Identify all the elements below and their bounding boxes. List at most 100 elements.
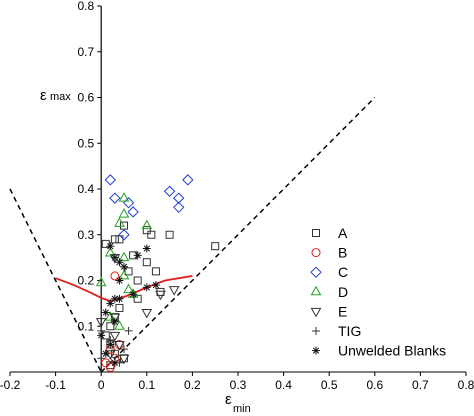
point-e <box>104 350 116 360</box>
y-tick-label: 0.4 <box>78 182 95 196</box>
x-tick-label: -0.2 <box>0 378 21 392</box>
reference-lines <box>9 96 376 373</box>
point-d <box>123 283 134 294</box>
x-tick-label: 0 <box>98 378 105 392</box>
legend-marker-e <box>310 307 322 318</box>
legend-label-tig: TIG <box>338 323 361 339</box>
point-e <box>109 331 121 342</box>
point-b <box>105 362 115 372</box>
point-unwelded-blanks <box>115 276 124 285</box>
point-a <box>151 267 160 276</box>
data-points <box>95 174 220 372</box>
y-tick-label: 0.3 <box>78 228 95 242</box>
x-tick-label: 0.3 <box>230 378 247 392</box>
legend-label-c: C <box>338 264 348 280</box>
point-d <box>118 269 130 280</box>
point-tig <box>120 345 128 354</box>
point-e <box>114 341 125 351</box>
y-tick-label: 0.5 <box>78 136 95 150</box>
point-unwelded-blanks <box>106 242 115 251</box>
x-tick-label: 0.6 <box>366 378 383 392</box>
legend-label-b: B <box>338 245 347 261</box>
point-a <box>106 322 115 331</box>
x-tick-label: 0.8 <box>458 378 474 392</box>
x-tick-label: 0.2 <box>184 378 201 392</box>
point-unwelded-blanks <box>120 262 128 271</box>
x-axis-title: ε <box>225 391 232 408</box>
legend-marker-c <box>310 266 322 278</box>
reference-line <box>100 96 376 373</box>
point-c <box>109 192 121 204</box>
point-e <box>95 318 107 328</box>
point-d <box>118 251 130 262</box>
y-tick-label: 0.1 <box>78 319 95 333</box>
legend-marker-d <box>310 285 322 296</box>
point-a <box>133 276 142 285</box>
point-c <box>163 185 176 197</box>
x-tick-label: 0.7 <box>412 378 429 392</box>
legend-marker-a <box>312 229 320 237</box>
point-c <box>118 229 130 241</box>
point-d <box>118 192 130 202</box>
point-c <box>173 192 185 204</box>
point-a <box>156 287 165 296</box>
point-a <box>133 294 142 303</box>
point-e <box>109 313 121 324</box>
point-a <box>142 258 151 267</box>
point-d <box>95 276 107 287</box>
point-d <box>114 320 125 330</box>
point-a <box>115 303 124 312</box>
point-unwelded-blanks <box>142 244 151 253</box>
point-e <box>155 290 166 301</box>
y-tick-label: 0.7 <box>78 45 95 59</box>
point-d <box>141 219 153 230</box>
point-c <box>173 201 185 214</box>
point-unwelded-blanks <box>106 340 115 349</box>
x-tick-label: 0.5 <box>321 378 338 392</box>
point-unwelded-blanks <box>151 281 160 290</box>
point-tig <box>97 354 106 363</box>
point-d <box>104 247 116 257</box>
point-c <box>122 197 135 209</box>
legend-label-e: E <box>338 303 347 319</box>
point-unwelded-blanks <box>106 299 115 308</box>
limit-curve <box>55 275 193 303</box>
x-tick-label: 0.4 <box>275 378 292 392</box>
point-a <box>110 235 119 244</box>
y-axis-title-subscript: max <box>50 91 71 103</box>
point-c <box>182 174 194 186</box>
legend-label-d: D <box>338 284 348 300</box>
point-c <box>104 174 117 186</box>
point-b <box>110 271 120 281</box>
axes: -0.2 -0.1 0 0.1 0.2 0.3 0.4 0.5 0.6 0.7 0.8 0.1 0.2 0… <box>0 0 474 392</box>
curves <box>55 275 193 303</box>
legend-marker-tig <box>312 327 320 335</box>
y-tick-label: 0.8 <box>78 0 95 13</box>
reference-line <box>9 188 102 373</box>
point-a <box>142 226 151 235</box>
y-tick-label: 0.6 <box>78 91 95 105</box>
point-a <box>165 230 174 239</box>
point-d <box>118 208 130 218</box>
point-b <box>101 358 111 368</box>
point-unwelded-blanks <box>142 283 151 292</box>
legend-label-unwelded-blanks: Unwelded Blanks <box>338 343 446 359</box>
legend-marker-unwelded-blanks <box>312 346 320 355</box>
point-unwelded-blanks <box>115 294 124 303</box>
point-unwelded-blanks <box>110 317 119 326</box>
y-axis-title: ε <box>40 87 47 104</box>
y-tick-label: 0.2 <box>78 274 95 288</box>
point-c <box>127 206 139 218</box>
legend-label-a: A <box>338 225 348 241</box>
point-a <box>211 242 220 251</box>
x-axis-title-subscript: min <box>233 403 251 415</box>
point-tig <box>124 326 133 335</box>
point-d <box>114 217 125 227</box>
legend-marker-b <box>311 248 321 258</box>
point-unwelded-blanks <box>101 308 110 317</box>
point-unwelded-blanks <box>101 349 110 358</box>
